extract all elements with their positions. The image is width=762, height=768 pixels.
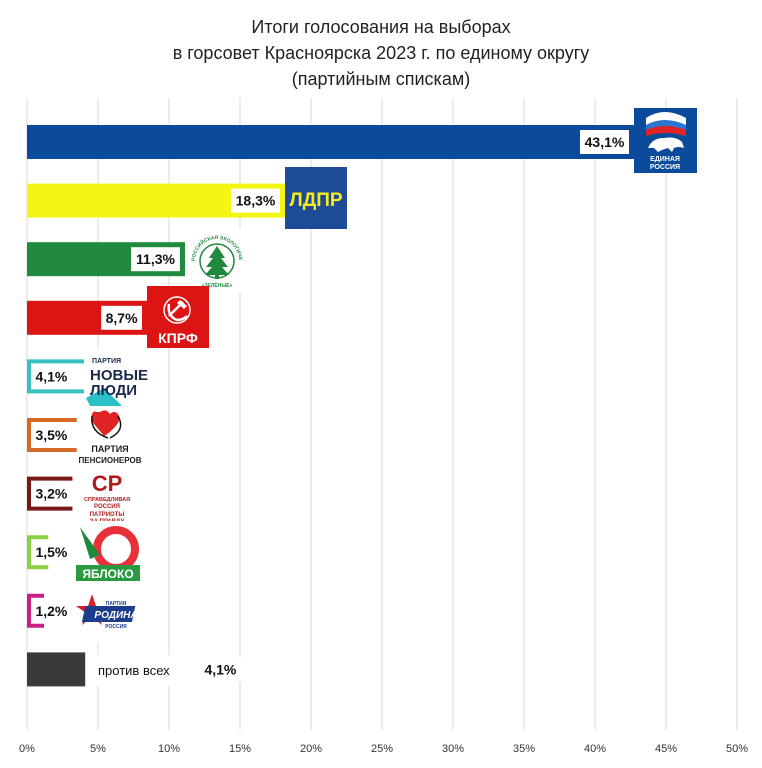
er-logo-line-2: РОССИЯ	[650, 164, 680, 171]
rodina-logo: ПАРТИЯ РОДИНА РОССИЯ	[76, 584, 140, 642]
pp-logo-line-1: ПАРТИЯ	[91, 444, 128, 454]
x-tick-label: 40%	[584, 743, 606, 755]
bar	[27, 418, 77, 452]
value-label: 4,1%	[204, 661, 236, 677]
bar	[27, 652, 86, 687]
value-label: 1,5%	[35, 544, 67, 560]
value-label-bg	[231, 188, 280, 213]
x-tick-label: 25%	[371, 743, 393, 755]
value-label-bg	[31, 540, 72, 565]
nl-logo-line-2: ЛЮДИ	[90, 382, 137, 399]
value-label: 11,3%	[136, 251, 175, 267]
yabloko-logo: ЯБЛОКО	[76, 521, 140, 583]
bar	[27, 359, 86, 394]
x-tick-label: 45%	[655, 743, 677, 755]
value-label: 43,1%	[585, 134, 625, 150]
bar	[27, 125, 640, 159]
nl-logo-line-1: НОВЫЕ	[90, 367, 148, 384]
x-tick-label: 50%	[726, 743, 748, 755]
value-label-bg	[31, 598, 72, 623]
new-people-logo: ПАРТИЯ НОВЫЕ ЛЮДИ	[84, 348, 148, 410]
chart-title: Итоги голосования на выборах в горсовет …	[0, 14, 762, 92]
nl-logo-top: ПАРТИЯ	[92, 358, 121, 365]
bar	[27, 476, 73, 511]
against-all-label: против всех	[86, 655, 190, 686]
pensioners-party-logo: ПАРТИЯ ПЕНСИОНЕРОВ	[79, 406, 142, 470]
x-axis-ticks: 0% 5% 10% 15% 20% 25% 30% 35% 40% 45% 50%	[19, 743, 748, 755]
ldpr-logo: ЛДПР	[285, 167, 347, 229]
green-party-logo: РОССИЙСКАЯ ЭКОЛОГИЧЕСКАЯ ПАРТИЯ «ЗЕЛЁНЫЕ…	[183, 225, 249, 293]
title-line-1: Итоги голосования на выборах	[251, 17, 511, 37]
x-tick-label: 30%	[442, 743, 464, 755]
value-label: 3,2%	[35, 486, 67, 502]
kprf-logo: КПРФ	[147, 286, 209, 348]
sr-logo-mark: СР	[92, 471, 123, 496]
x-tick-label: 35%	[513, 743, 535, 755]
value-label-bg	[101, 305, 142, 330]
value-label-bg	[580, 130, 629, 154]
sr-logo-line-3: ПАТРИОТЫ	[90, 512, 125, 518]
x-tick-label: 20%	[300, 743, 322, 755]
bar	[27, 535, 49, 570]
value-label-bg	[31, 481, 72, 506]
value-label: 1,2%	[35, 603, 67, 619]
value-label-bg	[31, 364, 72, 389]
er-logo-line-1: ЕДИНАЯ	[650, 156, 680, 163]
rodina-logo-top: ПАРТИЯ	[106, 601, 127, 607]
sr-logo-line-1: СПРАВЕДЛИВАЯ	[84, 497, 130, 503]
yabloko-logo-text: ЯБЛОКО	[82, 567, 133, 581]
value-label: 8,7%	[106, 310, 138, 326]
value-label-bg	[31, 423, 72, 447]
title-line-2: в горсовет Красноярска 2023 г. по едином…	[172, 43, 590, 63]
kprf-logo-text: КПРФ	[158, 330, 198, 346]
value-label: 3,5%	[35, 427, 67, 443]
x-tick-label: 0%	[19, 743, 35, 755]
x-tick-label: 15%	[229, 743, 251, 755]
united-russia-logo: ЕДИНАЯ РОССИЯ	[634, 108, 697, 173]
value-labels: 43,1% 18,3% 11,3% 8,7% 4,1% 3,5% 3,2% 1,5% 1,2% 4…	[31, 130, 629, 682]
value-label: 4,1%	[35, 368, 67, 384]
pp-logo-line-2: ПЕНСИОНЕРОВ	[79, 456, 142, 465]
x-tick-label: 10%	[158, 743, 180, 755]
value-label-bg	[200, 657, 241, 682]
ldpr-logo-text: ЛДПР	[289, 190, 343, 211]
sr-logo-line-2: РОССИЯ	[94, 504, 120, 510]
against-all-text: против всех	[98, 663, 170, 678]
bar	[27, 593, 45, 628]
x-tick-label: 5%	[90, 743, 106, 755]
rodina-logo-text: РОДИНА	[94, 610, 137, 621]
rodina-logo-bottom: РОССИЯ	[105, 624, 127, 630]
value-label-bg	[131, 247, 180, 272]
fair-russia-logo: СР СПРАВЕДЛИВАЯ РОССИЯ ПАТРИОТЫ ЗА ПРАВД…	[81, 465, 137, 527]
green-logo-name: «ЗЕЛЁНЫЕ»	[202, 282, 233, 289]
value-label: 18,3%	[236, 193, 276, 209]
title-line-3: (партийным спискам)	[291, 69, 471, 89]
